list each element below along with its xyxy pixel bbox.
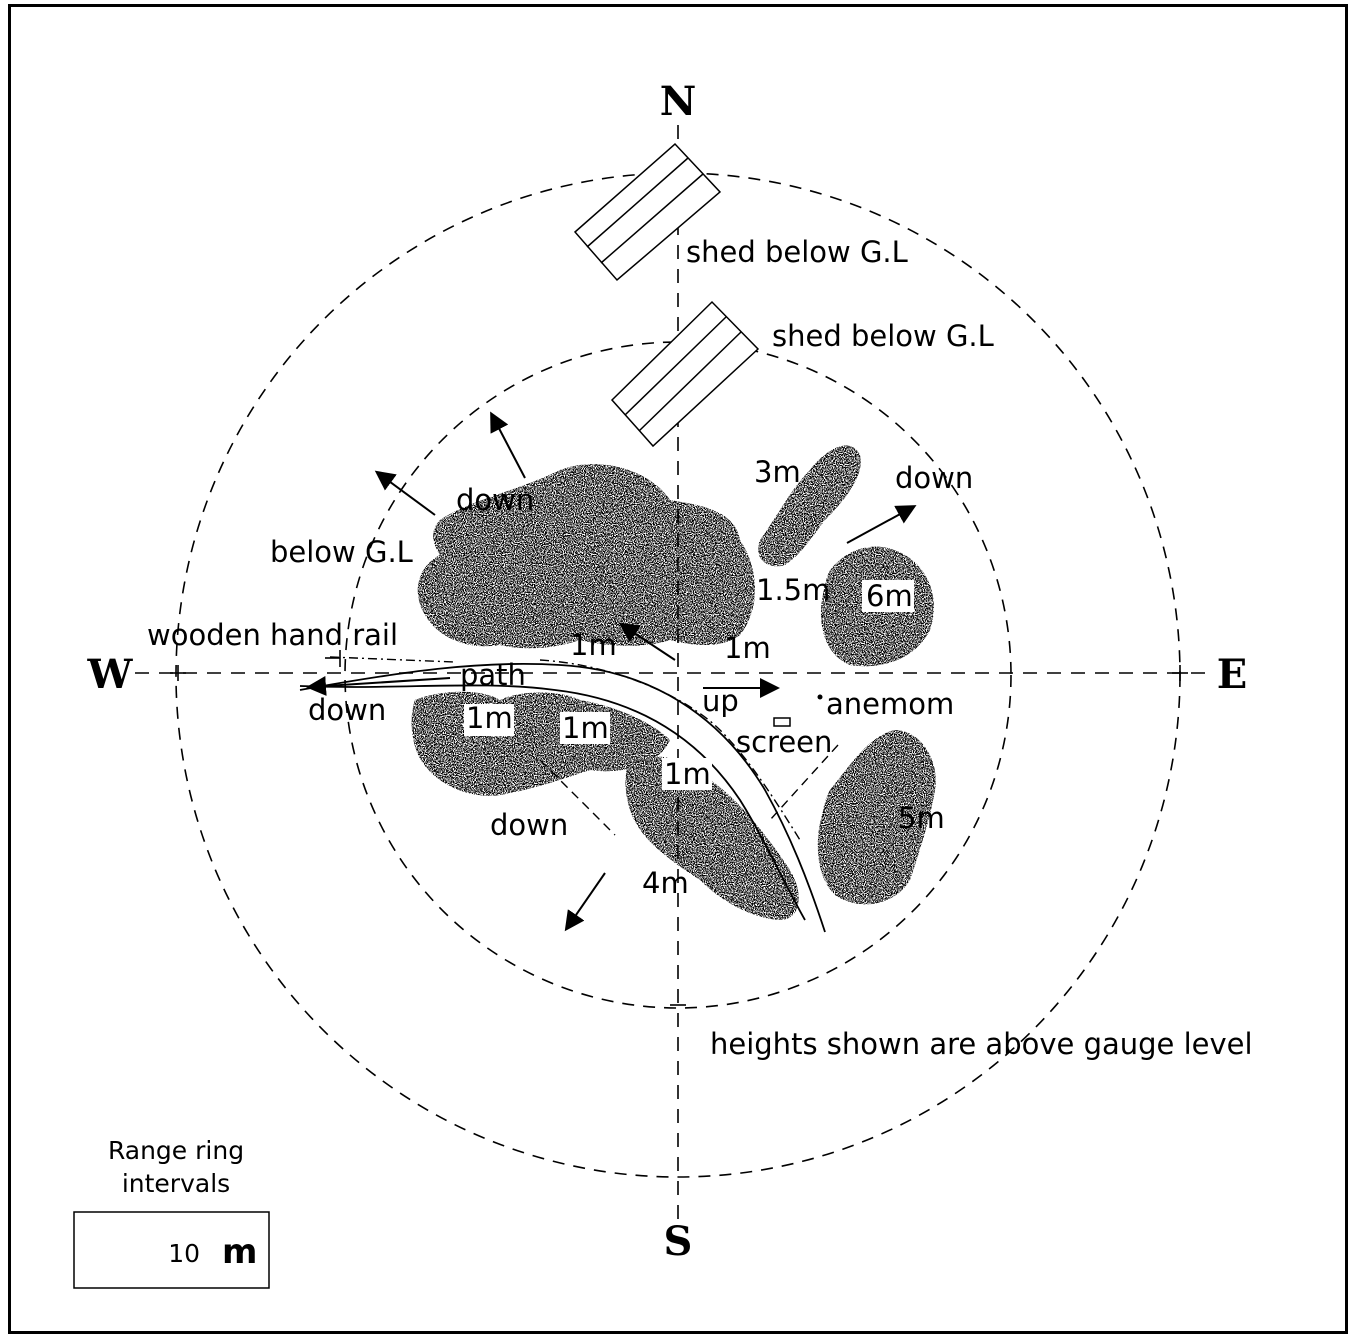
compass-north: N	[660, 78, 697, 125]
compass-south: S	[664, 1218, 693, 1265]
tree-strip-ne	[758, 445, 861, 567]
height-1m-north: 1m	[570, 628, 617, 662]
label-down-ne: down	[895, 461, 973, 495]
screen-leader	[769, 744, 839, 821]
arrow-down-nnw	[490, 411, 526, 479]
label-up: up	[702, 684, 739, 718]
range-ring-legend: Range ring intervals 10 m	[73, 1136, 270, 1289]
legend-title-line1: Range ring	[108, 1136, 244, 1165]
legend-value: 10	[168, 1239, 200, 1268]
height-3m: 3m	[754, 455, 801, 489]
label-shed-inner: shed below G.L	[772, 319, 994, 353]
compass-axes	[135, 125, 1215, 1225]
label-down-w: down	[308, 693, 386, 727]
arrow-internal	[618, 622, 676, 661]
range-ring-inner	[344, 341, 1012, 1009]
label-down-sw: down	[490, 808, 568, 842]
arrow-down-ne	[846, 505, 917, 544]
legend-unit: m	[222, 1232, 257, 1272]
anemometer-marker	[817, 694, 823, 700]
label-below-gl: below G.L	[270, 535, 413, 569]
height-5m: 5m	[898, 801, 945, 835]
tree-cluster-north	[417, 464, 755, 649]
label-anemom: anemom	[826, 687, 954, 721]
height-1m-west: 1m	[466, 701, 513, 735]
hand-rail	[329, 656, 801, 841]
height-1m-path: 1m	[562, 711, 609, 745]
compass-east: E	[1217, 651, 1248, 698]
arrow-down-sw	[564, 872, 606, 932]
arrow-down-w	[306, 675, 451, 696]
height-1-5m: 1.5m	[756, 573, 830, 607]
legend-box	[73, 1211, 270, 1289]
tree-cluster-se	[817, 730, 936, 905]
inner-dash-sw	[539, 759, 616, 836]
slope-arrows	[306, 411, 917, 932]
label-shed-outer: shed below G.L	[686, 235, 908, 269]
arrow-down-nw	[374, 470, 436, 516]
shed-outer	[573, 142, 722, 282]
height-1m-south: 1m	[664, 757, 711, 791]
label-screen: screen	[736, 725, 832, 759]
legend-title-line2: intervals	[122, 1169, 230, 1198]
compass-west: W	[87, 651, 134, 698]
label-wooden-hand-rail: wooden hand rail	[147, 618, 398, 652]
shed-inner	[610, 300, 760, 448]
axis-ticks	[170, 665, 1188, 1006]
label-footnote: heights shown are above gauge level	[710, 1027, 1253, 1061]
height-6m: 6m	[866, 579, 913, 613]
screen-marker	[773, 717, 791, 727]
height-1m-centre: 1m	[724, 631, 771, 665]
height-4m: 4m	[642, 866, 689, 900]
tree-strip-south	[625, 756, 799, 920]
height-label-boxes	[464, 580, 914, 790]
label-down-nw: down	[456, 483, 534, 517]
rail-ends	[325, 650, 341, 667]
label-path: path	[460, 658, 526, 692]
